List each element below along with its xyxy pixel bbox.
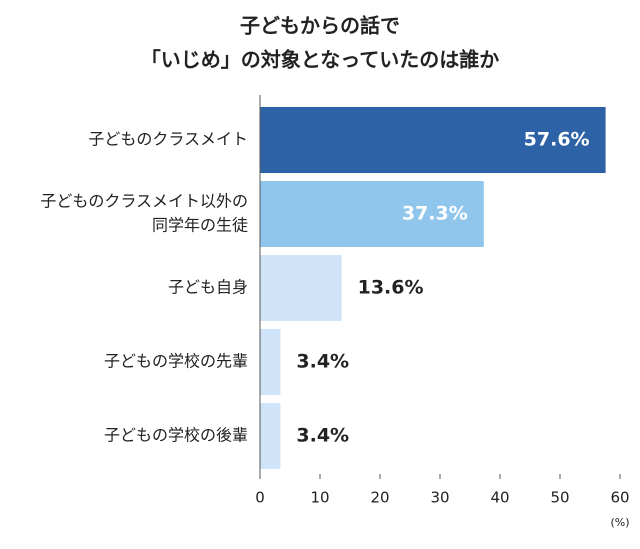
- y-tick-label: 子どものクラスメイト以外の: [40, 192, 248, 211]
- y-tick-label: 子どもの学校の先輩: [104, 352, 248, 371]
- x-tick-label: 50: [550, 489, 569, 507]
- y-tick-label: 子ども自身: [168, 278, 248, 297]
- x-tick-label: 0: [255, 489, 265, 507]
- value-label: 13.6%: [358, 277, 424, 299]
- bar: [260, 107, 606, 173]
- y-tick-label: 同学年の生徒: [152, 216, 248, 235]
- chart-title: 「いじめ」の対象となっていたのは誰か: [141, 48, 499, 72]
- x-unit: (%): [610, 516, 629, 529]
- bar: [260, 255, 342, 321]
- chart-title: 子どもからの話で: [240, 14, 400, 38]
- bar: [260, 329, 281, 395]
- x-tick-label: 40: [490, 489, 509, 507]
- value-label: 3.4%: [296, 351, 349, 373]
- bar: [260, 403, 281, 469]
- y-tick-label: 子どものクラスメイト: [88, 130, 248, 149]
- value-label: 3.4%: [296, 425, 349, 447]
- value-label: 57.6%: [524, 129, 590, 151]
- value-label: 37.3%: [402, 203, 468, 225]
- y-tick-label: 子どもの学校の後輩: [104, 426, 248, 445]
- x-tick-label: 10: [310, 489, 329, 507]
- x-tick-label: 20: [370, 489, 389, 507]
- bar: [260, 181, 484, 247]
- x-tick-label: 30: [430, 489, 449, 507]
- x-tick-label: 60: [610, 489, 629, 507]
